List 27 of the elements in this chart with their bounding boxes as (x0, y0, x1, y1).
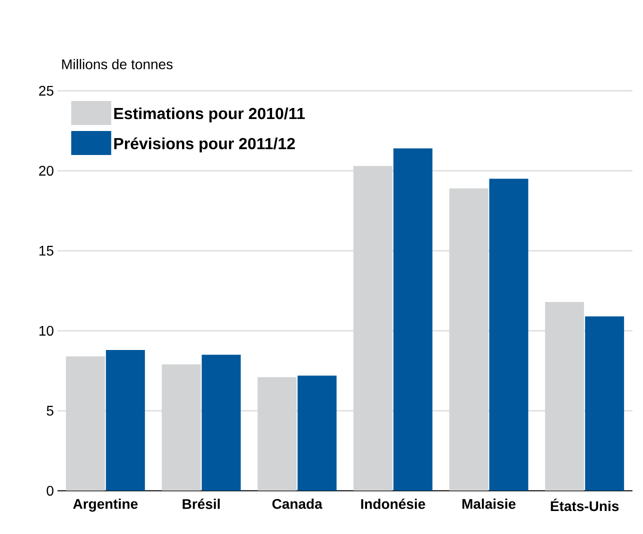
legend-label: Estimations pour 2010/11 (114, 107, 305, 122)
y-axis-title: Millions de tonnes (62, 58, 173, 70)
y-tick-label: 5 (46, 406, 54, 416)
y-tick-label: 15 (39, 246, 54, 256)
bar (353, 166, 392, 491)
y-tick-label: 0 (46, 486, 54, 496)
bar (298, 376, 337, 491)
bar (106, 350, 145, 491)
bar (393, 148, 432, 491)
y-tick-label: 10 (39, 326, 54, 336)
y-tick-label: 25 (39, 86, 54, 96)
bar (258, 377, 297, 491)
x-tick-label: Canada (272, 498, 322, 509)
bar (202, 354, 241, 491)
y-tick-label: 20 (39, 166, 54, 176)
x-tick-label: États-Unis (550, 498, 619, 512)
bar (585, 316, 624, 491)
x-tick-label: Indonésie (361, 498, 426, 509)
bar (162, 364, 201, 491)
bar (489, 178, 528, 491)
bar (66, 356, 105, 491)
x-tick-label: Brésil (182, 498, 220, 509)
bar (545, 302, 584, 491)
bar (449, 188, 488, 491)
x-tick-label: Argentine (73, 498, 138, 512)
legend-label: Prévisions pour 2011/12 (114, 137, 295, 152)
x-tick-label: Malaisie (462, 498, 516, 509)
